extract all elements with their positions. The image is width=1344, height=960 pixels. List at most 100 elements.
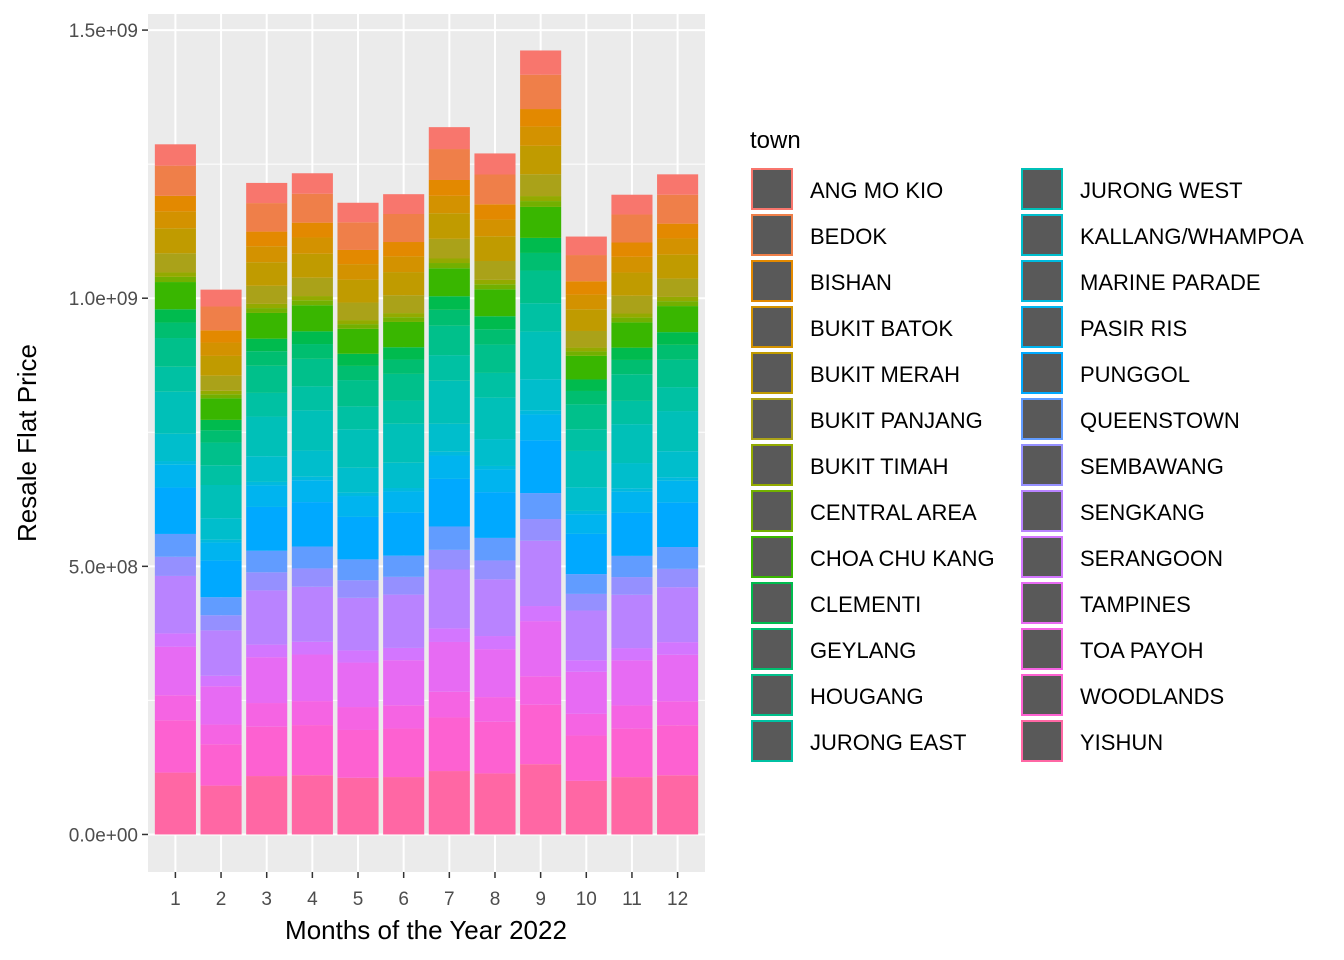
- bar-segment-bedok-month-10: [565, 255, 607, 282]
- bar-segment-bukit-panjang-month-3: [246, 285, 288, 304]
- bar-segment-ang-mo-kio-month-7: [428, 127, 470, 150]
- bar-segment-tampines-month-3: [246, 657, 288, 704]
- bar-segment-punggol-month-3: [246, 506, 288, 551]
- bar-segment-hougang-month-12: [657, 359, 699, 388]
- bar-segment-sembawang-month-10: [565, 593, 607, 611]
- bar-segment-toa-payoh-month-1: [154, 695, 196, 721]
- bar-segment-clementi-month-10: [565, 379, 607, 391]
- bar-segment-tampines-month-8: [474, 649, 516, 698]
- bar-segment-bishan-month-10: [565, 281, 607, 295]
- legend-key-swatch: [1021, 352, 1063, 394]
- bar-segment-central-area-month-3: [246, 308, 288, 313]
- bar-segment-ang-mo-kio-month-6: [383, 194, 425, 214]
- bar-segment-serangoon-month-12: [657, 642, 699, 655]
- bar-segment-kallang-whampoa-month-4: [291, 450, 333, 477]
- legend-key-swatch: [751, 168, 793, 210]
- bar-segment-hougang-month-4: [291, 358, 333, 387]
- bar-segment-bishan-month-4: [291, 222, 333, 238]
- bar-segment-pasir-ris-month-6: [383, 491, 425, 513]
- legend-item: SENGKANG: [1021, 490, 1205, 532]
- bar-segment-queenstown-month-7: [428, 526, 470, 550]
- bar-segment-serangoon-month-11: [611, 648, 653, 661]
- bar-segment-jurong-west-month-5: [337, 429, 379, 468]
- legend-key-swatch: [751, 720, 793, 762]
- bar-segment-pasir-ris-month-8: [474, 469, 516, 493]
- y-tick-label: 0.0e+00: [69, 825, 138, 846]
- bar-segment-toa-payoh-month-10: [565, 713, 607, 736]
- bar-segment-clementi-month-12: [657, 332, 699, 345]
- bar-segment-pasir-ris-month-4: [291, 480, 333, 503]
- legend-label: QUEENSTOWN: [1080, 408, 1240, 433]
- legend-key-swatch: [1021, 306, 1063, 348]
- legend-key-swatch: [1021, 720, 1063, 762]
- legend-key-swatch: [751, 582, 793, 624]
- bar-segment-bukit-panjang-month-7: [428, 238, 470, 259]
- bar-segment-bedok-month-8: [474, 174, 516, 205]
- bar-segment-jurong-west-month-3: [246, 416, 288, 457]
- legend-label: CLEMENTI: [810, 592, 921, 617]
- legend-key-swatch: [751, 444, 793, 486]
- legend-key-swatch: [1021, 582, 1063, 624]
- legend-item: KALLANG/WHAMPOA: [1021, 214, 1304, 256]
- bar-segment-queenstown-month-12: [657, 547, 699, 569]
- bar-segment-bukit-timah-month-4: [291, 296, 333, 301]
- bar-segment-woodlands-month-10: [565, 735, 607, 781]
- legend-item: BUKIT BATOK: [751, 306, 953, 348]
- bar-segment-woodlands-month-9: [520, 704, 562, 765]
- legend-label: BUKIT BATOK: [810, 316, 953, 341]
- bar-segment-geylang-month-3: [246, 351, 288, 366]
- bar-segment-choa-chu-kang-month-9: [520, 206, 562, 238]
- bar-segment-tampines-month-12: [657, 654, 699, 702]
- legend-key-swatch: [751, 398, 793, 440]
- bar-segment-pasir-ris-month-9: [520, 414, 562, 441]
- bar-segment-bukit-batok-month-2: [200, 342, 242, 356]
- legend-item: MARINE PARADE: [1021, 260, 1261, 302]
- bar-segment-marine-parade-month-3: [246, 481, 288, 486]
- bar-segment-pasir-ris-month-2: [200, 542, 242, 561]
- bar-segment-jurong-east-month-11: [611, 400, 653, 425]
- bar-segment-sembawang-month-3: [246, 572, 288, 591]
- bar-segment-serangoon-month-2: [200, 675, 242, 687]
- bar-segment-sengkang-month-11: [611, 594, 653, 649]
- legend-label: PUNGGOL: [1080, 362, 1190, 387]
- bar-segment-queenstown-month-6: [383, 555, 425, 577]
- bar-segment-yishun-month-10: [565, 780, 607, 835]
- y-axis-title: Resale Flat Price: [12, 344, 42, 542]
- bar-segment-bukit-merah-month-11: [611, 272, 653, 296]
- bar-segment-bukit-merah-month-6: [383, 272, 425, 296]
- bar-segment-marine-parade-month-10: [565, 510, 607, 515]
- legend-label: BISHAN: [810, 270, 892, 295]
- bar-segment-marine-parade-month-5: [337, 492, 379, 497]
- bar-segment-choa-chu-kang-month-4: [291, 305, 333, 332]
- bar-segment-bukit-batok-month-8: [474, 219, 516, 237]
- bar-segment-bukit-batok-month-1: [154, 211, 196, 229]
- bar-segment-woodlands-month-2: [200, 744, 242, 786]
- bar-segment-sengkang-month-5: [337, 597, 379, 651]
- bar-segment-choa-chu-kang-month-8: [474, 289, 516, 317]
- bar-segment-tampines-month-10: [565, 671, 607, 714]
- bar-segment-bukit-timah-month-9: [520, 196, 562, 202]
- legend-item: TOA PAYOH: [1021, 628, 1203, 670]
- legend-key-swatch: [1021, 490, 1063, 532]
- legend-label: CHOA CHU KANG: [810, 546, 995, 571]
- legend-item: BUKIT MERAH: [751, 352, 960, 394]
- x-tick-label: 3: [261, 889, 272, 910]
- bar-segment-clementi-month-8: [474, 316, 516, 330]
- bar-segment-punggol-month-12: [657, 502, 699, 548]
- bar-segment-kallang-whampoa-month-6: [383, 462, 425, 489]
- bar-segment-bukit-batok-month-9: [520, 126, 562, 146]
- bar-segment-woodlands-month-12: [657, 725, 699, 776]
- legend-item: JURONG EAST: [751, 720, 966, 762]
- x-tick-label: 1: [170, 889, 181, 910]
- bar-segment-punggol-month-10: [565, 533, 607, 575]
- bar-segment-toa-payoh-month-7: [428, 691, 470, 718]
- bar-segment-central-area-month-9: [520, 201, 562, 207]
- bar-segment-punggol-month-2: [200, 560, 242, 598]
- bar-segment-bishan-month-6: [383, 242, 425, 257]
- bar-segment-tampines-month-4: [291, 654, 333, 702]
- bar-segment-jurong-east-month-12: [657, 387, 699, 412]
- y-axis: 0.0e+00 5.0e+08 1.0e+09 1.5e+09: [69, 21, 148, 846]
- bar-segment-bukit-timah-month-10: [565, 347, 607, 352]
- bar-segment-sengkang-month-8: [474, 579, 516, 637]
- bar-segment-clementi-month-5: [337, 353, 379, 366]
